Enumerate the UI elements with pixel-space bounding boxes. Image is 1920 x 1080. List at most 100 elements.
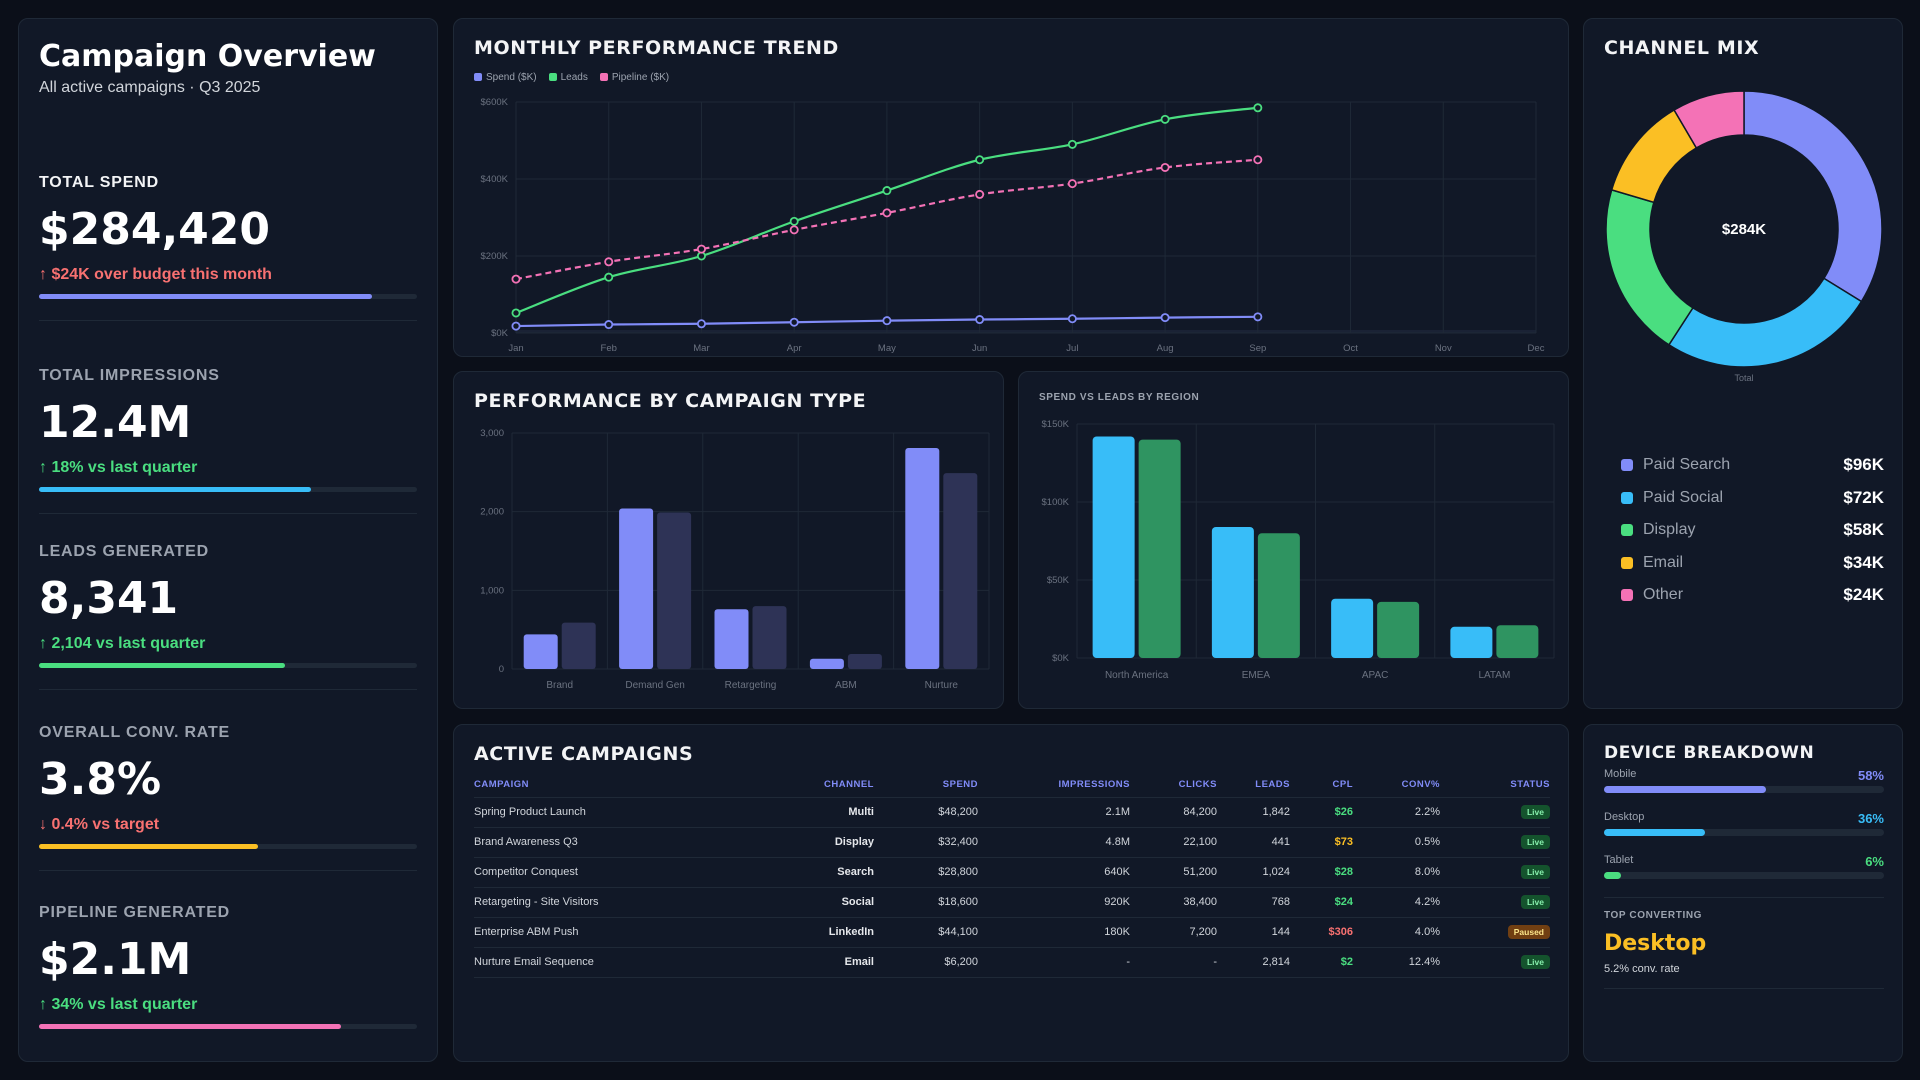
- region-bar-chart[interactable]: $0K $50K $100K $150K North America EMEA APAC LA…: [1019, 372, 1570, 710]
- channel-mix-donut[interactable]: $284K Total: [1584, 19, 1904, 419]
- x-tick-label: Nurture: [925, 680, 959, 691]
- data-point[interactable]: [1160, 162, 1170, 172]
- bar[interactable]: [1377, 601, 1420, 658]
- data-point[interactable]: [1160, 313, 1170, 323]
- data-point[interactable]: [1067, 314, 1077, 324]
- table-row[interactable]: Nurture Email Sequence Email $6,200- -2,814…: [474, 947, 1550, 978]
- column-header-conv[interactable]: CONV%: [1353, 773, 1440, 798]
- data-point[interactable]: [511, 308, 521, 318]
- mix-legend-item[interactable]: Paid Social $72K: [1621, 482, 1884, 515]
- data-point[interactable]: [975, 155, 985, 165]
- mix-legend-item[interactable]: Other $24K: [1621, 579, 1884, 612]
- mix-legend-item[interactable]: Paid Search $96K: [1621, 449, 1884, 482]
- bar[interactable]: [1257, 533, 1300, 658]
- legend-item-leads[interactable]: Leads: [548, 72, 588, 83]
- column-header-clicks[interactable]: CLICKS: [1130, 773, 1217, 798]
- column-header-cpl[interactable]: CPL: [1290, 773, 1353, 798]
- bar[interactable]: [1496, 625, 1539, 658]
- data-point[interactable]: [696, 319, 706, 329]
- bar[interactable]: [1138, 439, 1181, 658]
- bar[interactable]: [809, 658, 844, 669]
- status-badge[interactable]: Live: [1520, 835, 1550, 849]
- bar[interactable]: [619, 508, 654, 669]
- column-header-campaign[interactable]: CAMPAIGN: [474, 773, 704, 798]
- data-point[interactable]: [511, 274, 521, 284]
- x-tick-label: Mar: [693, 343, 709, 354]
- data-point[interactable]: [1253, 312, 1263, 322]
- kpi-total-spend[interactable]: TOTAL SPEND $284,420 ↑ $24K over budget …: [39, 174, 417, 324]
- donut-slice[interactable]: [1605, 188, 1694, 346]
- column-header-impressions[interactable]: IMPRESSIONS: [978, 773, 1130, 798]
- bar[interactable]: [1211, 526, 1254, 658]
- column-header-channel[interactable]: CHANNEL: [704, 773, 874, 798]
- data-point[interactable]: [696, 244, 706, 254]
- kpi-label: TOTAL SPEND: [39, 174, 159, 191]
- bar[interactable]: [752, 606, 787, 669]
- data-point[interactable]: [604, 257, 614, 267]
- data-point[interactable]: [1067, 179, 1077, 189]
- bar[interactable]: [657, 512, 692, 669]
- status-badge[interactable]: Paused: [1507, 925, 1550, 939]
- device-name: Tablet: [1604, 854, 1634, 866]
- donut-slice[interactable]: [1673, 90, 1745, 149]
- status-badge[interactable]: Live: [1520, 805, 1550, 819]
- bar[interactable]: [1092, 436, 1135, 658]
- donut-slice[interactable]: [1667, 277, 1863, 368]
- device-row-desktop[interactable]: Desktop 36%: [1604, 811, 1884, 851]
- table-row[interactable]: Spring Product Launch Multi $48,200 2.1M 84,…: [474, 797, 1550, 828]
- column-header-leads[interactable]: LEADS: [1217, 773, 1290, 798]
- mix-legend-item[interactable]: Display $58K: [1621, 514, 1884, 547]
- data-point[interactable]: [1067, 139, 1077, 149]
- table-row[interactable]: Retargeting - Site Visitors Social $18,600…: [474, 887, 1550, 918]
- table-row[interactable]: Enterprise ABM Push LinkedIn $44,100 180K 7,…: [474, 917, 1550, 948]
- campaign-type-bar-chart[interactable]: 0 1,000 2,000 3,000 Brand Demand Gen Retargeti…: [454, 372, 1005, 710]
- table-row[interactable]: Brand Awareness Q3 Display $32,400 4.8M 22,1…: [474, 827, 1550, 858]
- bar[interactable]: [847, 654, 882, 669]
- channel-cell: Display: [704, 827, 874, 858]
- bar[interactable]: [905, 447, 940, 669]
- cpl-cell: $2: [1290, 947, 1353, 978]
- panel-title: ACTIVE CAMPAIGNS: [474, 743, 694, 765]
- bar[interactable]: [1450, 626, 1493, 658]
- kpi-conversion-rate[interactable]: OVERALL CONV. RATE 3.8% ↓ 0.4% vs target: [39, 724, 417, 874]
- device-row-mobile[interactable]: Mobile 58%: [1604, 768, 1884, 808]
- mix-value: $24K: [1843, 585, 1884, 605]
- bar[interactable]: [714, 609, 749, 669]
- mix-legend-item[interactable]: Email $34K: [1621, 547, 1884, 580]
- table-row[interactable]: Competitor Conquest Search $28,800 640K 51,2…: [474, 857, 1550, 888]
- data-point[interactable]: [604, 320, 614, 330]
- device-row-tablet[interactable]: Tablet 6%: [1604, 854, 1884, 894]
- kpi-total-impressions[interactable]: TOTAL IMPRESSIONS 12.4M ↑ 18% vs last qu…: [39, 367, 417, 517]
- data-point[interactable]: [789, 225, 799, 235]
- kpi-pipeline-generated[interactable]: PIPELINE GENERATED $2.1M ↑ 34% vs last q…: [39, 904, 417, 1054]
- column-header-spend[interactable]: SPEND: [874, 773, 978, 798]
- legend-item-pipeline[interactable]: Pipeline ($K): [599, 72, 669, 83]
- bar[interactable]: [1331, 598, 1374, 658]
- data-point[interactable]: [975, 189, 985, 199]
- data-point[interactable]: [882, 316, 892, 326]
- bar[interactable]: [561, 622, 596, 669]
- series-line[interactable]: [515, 158, 1258, 281]
- data-point[interactable]: [1253, 103, 1263, 113]
- kpi-value: $2.1M: [39, 934, 192, 985]
- donut-slice[interactable]: [1743, 90, 1883, 303]
- data-point[interactable]: [975, 315, 985, 325]
- status-badge[interactable]: Live: [1520, 865, 1550, 879]
- data-point[interactable]: [882, 208, 892, 218]
- status-badge[interactable]: Live: [1520, 895, 1550, 909]
- data-point[interactable]: [882, 186, 892, 196]
- data-point[interactable]: [511, 321, 521, 331]
- bar[interactable]: [523, 634, 558, 669]
- data-point[interactable]: [1253, 155, 1263, 165]
- bar[interactable]: [943, 473, 978, 669]
- legend-item-spend[interactable]: Spend ($K): [474, 72, 537, 83]
- data-point[interactable]: [604, 272, 614, 282]
- status-badge[interactable]: Live: [1520, 955, 1550, 969]
- column-header-status[interactable]: STATUS: [1440, 773, 1550, 798]
- trend-line-chart[interactable]: $0K $200K $400K $600K Jan Feb Mar Apr May Jun Jul A…: [454, 19, 1570, 358]
- data-point[interactable]: [789, 317, 799, 327]
- data-point[interactable]: [1160, 114, 1170, 124]
- kpi-leads-generated[interactable]: LEADS GENERATED 8,341 ↑ 2,104 vs last qu…: [39, 543, 417, 693]
- kpi-change: ↑ 2,104 vs last quarter: [39, 635, 206, 652]
- data-point[interactable]: [789, 216, 799, 226]
